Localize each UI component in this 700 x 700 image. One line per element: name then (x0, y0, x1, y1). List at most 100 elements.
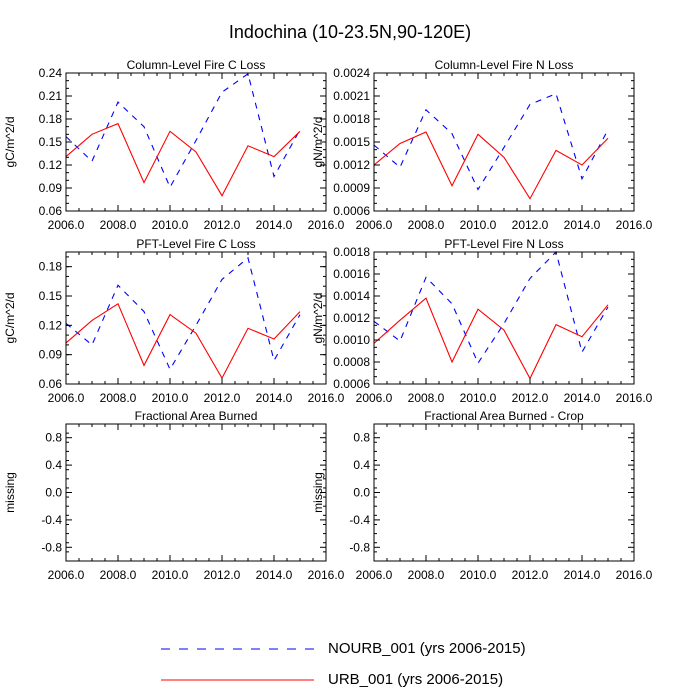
x-tick-label: 2012.0 (512, 568, 549, 582)
y-tick-label: 0.24 (39, 66, 63, 80)
x-tick-label: 2008.0 (408, 391, 445, 405)
panel-title: PFT-Level Fire C Loss (136, 237, 255, 251)
x-tick-label: 2006.0 (48, 568, 85, 582)
y-tick-label: 0.0006 (333, 204, 370, 218)
x-tick-label: 2016.0 (308, 391, 345, 405)
series-line-nourb (373, 92, 609, 191)
plot-frame (65, 423, 327, 562)
plot-frame (373, 423, 635, 562)
x-tick-label: 2012.0 (204, 391, 241, 405)
panel-title: Fractional Area Burned (135, 409, 258, 423)
y-tick-label: -0.8 (41, 540, 62, 554)
y-tick-label: 0.8 (45, 431, 62, 445)
series-line-nourb (373, 250, 609, 365)
y-tick-label: 0.0024 (333, 66, 370, 80)
x-tick-label: 2016.0 (308, 218, 345, 232)
panel-title: Column-Level Fire C Loss (127, 58, 266, 72)
y-tick-label: 0.15 (39, 135, 63, 149)
x-tick-label: 2010.0 (152, 391, 189, 405)
x-tick-label: 2014.0 (564, 218, 601, 232)
series-line-nourb (65, 256, 301, 371)
x-tick-label: 2016.0 (616, 391, 653, 405)
series-line-urb (65, 302, 301, 380)
x-tick-label: 2012.0 (512, 218, 549, 232)
y-tick-label: 0.0018 (333, 112, 370, 126)
x-tick-label: 2008.0 (408, 568, 445, 582)
x-tick-label: 2010.0 (460, 391, 497, 405)
y-tick-label: 0.09 (39, 348, 63, 362)
y-tick-label: -0.4 (349, 513, 370, 527)
plot-frame (373, 72, 635, 212)
y-tick-label: 0.0018 (333, 245, 370, 259)
y-tick-label: 0.4 (45, 458, 62, 472)
x-tick-label: 2006.0 (48, 218, 85, 232)
x-tick-label: 2014.0 (564, 568, 601, 582)
x-tick-label: 2010.0 (152, 568, 189, 582)
x-tick-label: 2014.0 (256, 218, 293, 232)
series-line-urb (65, 122, 301, 197)
plot-frame (65, 72, 327, 212)
x-tick-label: 2014.0 (564, 391, 601, 405)
x-tick-label: 2006.0 (48, 391, 85, 405)
y-tick-label: 0.0009 (333, 181, 370, 195)
plot-frame (65, 251, 327, 385)
y-axis-label: gN/m^2/d (311, 117, 325, 168)
x-tick-label: 2010.0 (152, 218, 189, 232)
plot-frame (373, 251, 635, 385)
y-tick-label: 0.8 (353, 431, 370, 445)
y-tick-label: 0.0010 (333, 333, 370, 347)
y-tick-label: 0.15 (39, 289, 63, 303)
x-tick-label: 2016.0 (308, 568, 345, 582)
y-tick-label: 0.12 (39, 318, 63, 332)
x-tick-label: 2016.0 (616, 568, 653, 582)
y-tick-label: 0.0021 (333, 89, 370, 103)
y-tick-label: -0.4 (41, 513, 62, 527)
x-tick-label: 2008.0 (100, 568, 137, 582)
y-tick-label: 0.0012 (333, 158, 370, 172)
x-tick-label: 2006.0 (356, 568, 393, 582)
series-line-urb (373, 131, 609, 200)
panel-title: Fractional Area Burned - Crop (424, 409, 584, 423)
x-tick-label: 2006.0 (356, 391, 393, 405)
y-tick-label: 0.18 (39, 260, 63, 274)
y-tick-label: 0.0012 (333, 311, 370, 325)
y-tick-label: 0.06 (39, 377, 63, 391)
x-tick-label: 2010.0 (460, 218, 497, 232)
x-tick-label: 2012.0 (204, 218, 241, 232)
panel-title: Column-Level Fire N Loss (435, 58, 574, 72)
y-tick-label: 0.21 (39, 89, 63, 103)
x-tick-label: 2008.0 (408, 218, 445, 232)
x-tick-label: 2006.0 (356, 218, 393, 232)
y-tick-label: 0.0 (45, 486, 62, 500)
panel-title: PFT-Level Fire N Loss (444, 237, 563, 251)
y-tick-label: 0.06 (39, 204, 63, 218)
y-tick-label: 0.12 (39, 158, 63, 172)
series-line-nourb (65, 72, 301, 189)
x-tick-label: 2014.0 (256, 568, 293, 582)
x-tick-label: 2016.0 (616, 218, 653, 232)
y-axis-label: gC/m^2/d (3, 117, 17, 168)
y-tick-label: 0.0015 (333, 135, 370, 149)
x-tick-label: 2010.0 (460, 568, 497, 582)
x-tick-label: 2012.0 (204, 568, 241, 582)
x-tick-label: 2014.0 (256, 391, 293, 405)
x-tick-label: 2012.0 (512, 391, 549, 405)
x-tick-label: 2008.0 (100, 218, 137, 232)
x-tick-label: 2008.0 (100, 391, 137, 405)
y-tick-label: 0.0008 (333, 355, 370, 369)
y-axis-label: missing (311, 472, 325, 513)
y-axis-label: gC/m^2/d (3, 293, 17, 344)
y-tick-label: -0.8 (349, 540, 370, 554)
y-axis-label: gN/m^2/d (311, 293, 325, 344)
series-line-urb (373, 297, 609, 380)
y-tick-label: 0.0 (353, 486, 370, 500)
y-tick-label: 0.0016 (333, 267, 370, 281)
y-axis-label: missing (3, 472, 17, 513)
y-tick-label: 0.09 (39, 181, 63, 195)
y-tick-label: 0.18 (39, 112, 63, 126)
y-tick-label: 0.0014 (333, 289, 370, 303)
y-tick-label: 0.0006 (333, 377, 370, 391)
page-title: Indochina (10-23.5N,90-120E) (228, 22, 472, 42)
y-tick-label: 0.4 (353, 458, 370, 472)
